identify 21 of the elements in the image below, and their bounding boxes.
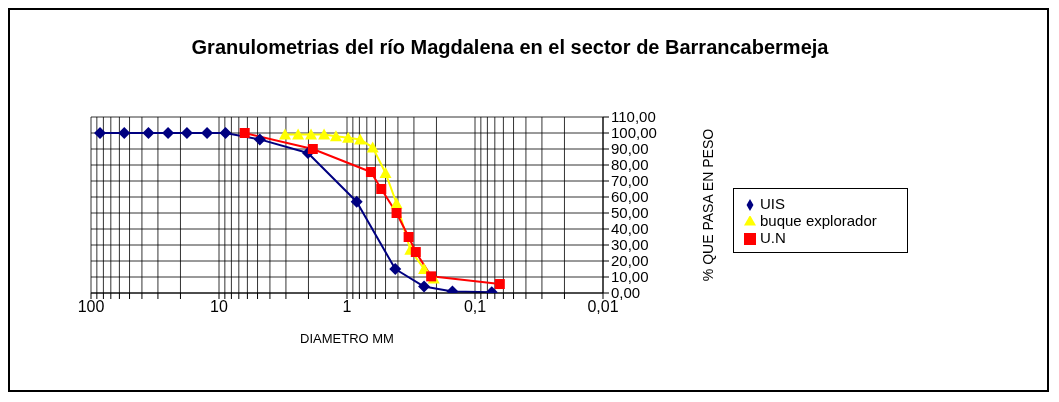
y-tick-label: 80,00 bbox=[611, 156, 649, 174]
y-tick-label: 90,00 bbox=[611, 140, 649, 158]
y-tick-label: 30,00 bbox=[611, 236, 649, 254]
y-tick-label: 60,00 bbox=[611, 188, 649, 206]
y-tick-label: 20,00 bbox=[611, 252, 649, 270]
y-tick-label: 100,00 bbox=[611, 124, 657, 142]
legend-label: UIS bbox=[760, 194, 786, 212]
y-tick-label: 70,00 bbox=[611, 172, 649, 190]
x-tick-label: 0,1 bbox=[463, 298, 487, 316]
chart-title: Granulometrias del río Magdalena en el sector de Barrancabermeja bbox=[190, 35, 830, 60]
x-tick-label: 1 bbox=[342, 298, 352, 316]
x-axis-title: DIAMETRO MM bbox=[300, 331, 394, 346]
y-tick-label: 50,00 bbox=[611, 204, 649, 222]
y-tick-label: 10,00 bbox=[611, 268, 649, 286]
x-tick-label: 10 bbox=[210, 298, 228, 316]
y-tick-label: 40,00 bbox=[611, 220, 649, 238]
legend-label: buque explorador bbox=[760, 211, 877, 229]
x-tick-label: 100 bbox=[77, 298, 105, 316]
y-axis-title: % QUE PASA EN PESO bbox=[700, 128, 716, 282]
legend-label: U.N bbox=[760, 228, 786, 246]
y-tick-label: 110,00 bbox=[611, 108, 656, 126]
